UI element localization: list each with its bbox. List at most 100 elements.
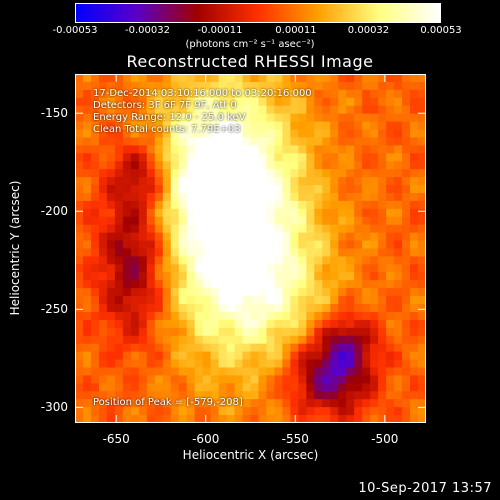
- heatmap-cell: [282, 359, 291, 368]
- heatmap-cell: [378, 304, 387, 313]
- heatmap-cell: [290, 343, 299, 353]
- heatmap-cell: [90, 304, 100, 313]
- heatmap-cell: [266, 97, 275, 107]
- heatmap-cell: [146, 113, 156, 122]
- heatmap-cell: [218, 192, 227, 202]
- heatmap-cell: [354, 391, 363, 400]
- heatmap-cell: [378, 153, 387, 162]
- heatmap-cell: [274, 319, 283, 329]
- heatmap-cell: [162, 208, 172, 218]
- heatmap-cell: [242, 240, 251, 249]
- heatmap-cell: [186, 367, 196, 376]
- heatmap-cell: [234, 113, 243, 122]
- heatmap-cell: [178, 264, 188, 273]
- heatmap-cell: [178, 304, 188, 313]
- heatmap-cell: [306, 232, 315, 241]
- heatmap-cell: [218, 113, 227, 122]
- heatmap-cell: [378, 208, 387, 218]
- heatmap-cell: [314, 97, 323, 107]
- heatmap-cell: [242, 97, 251, 107]
- heatmap-cell: [242, 288, 251, 297]
- heatmap-cell: [394, 248, 403, 257]
- heatmap-cell: [114, 185, 124, 194]
- heatmap-cell: [130, 335, 140, 345]
- heatmap-cell: [114, 137, 124, 146]
- heatmap-cell: [330, 208, 339, 218]
- heatmap-cell: [378, 232, 387, 241]
- heatmap-cell: [218, 153, 227, 162]
- heatmap-cell: [362, 208, 371, 218]
- heatmap-cell: [242, 74, 251, 83]
- y-tick-label: -300: [40, 400, 68, 415]
- heatmap-cell: [226, 224, 235, 234]
- heatmap-cell: [146, 304, 156, 313]
- heatmap-cell: [402, 367, 411, 376]
- heatmap-cell: [258, 304, 267, 313]
- heatmap-cell: [130, 311, 140, 321]
- heatmap-cell: [82, 145, 92, 154]
- heatmap-cell: [82, 153, 92, 162]
- heatmap-cell: [306, 81, 315, 91]
- heatmap-cell: [322, 97, 331, 107]
- heatmap-cell: [202, 304, 212, 313]
- heatmap-cell: [82, 240, 92, 249]
- heatmap-cell: [330, 272, 339, 281]
- heatmap-cell: [362, 89, 371, 99]
- heatmap-cell: [330, 169, 339, 178]
- heatmap-cell: [98, 145, 108, 154]
- heatmap-cell: [378, 216, 387, 226]
- heatmap-cell: [354, 74, 363, 83]
- heatmap-cell: [130, 153, 140, 162]
- heatmap-cell: [394, 105, 403, 115]
- heatmap-cell: [410, 296, 419, 305]
- heatmap-cell: [290, 200, 299, 210]
- heatmap-cell: [210, 391, 219, 400]
- heatmap-cell: [218, 105, 227, 115]
- heatmap-cell: [210, 399, 219, 408]
- heatmap-cell: [354, 288, 363, 297]
- heatmap-cell: [162, 343, 172, 353]
- heatmap-cell: [154, 296, 164, 305]
- heatmap-cell: [386, 137, 395, 146]
- heatmap-cell: [418, 81, 426, 91]
- heatmap-cell: [202, 177, 212, 186]
- heatmap-cell: [98, 319, 108, 329]
- heatmap-cell: [354, 208, 363, 218]
- heatmap-cell: [394, 335, 403, 345]
- heatmap-cell: [330, 311, 339, 321]
- heatmap-cell: [306, 304, 315, 313]
- heatmap-cell: [410, 153, 419, 162]
- heatmap-cell: [290, 351, 299, 360]
- heatmap-cell: [170, 129, 180, 138]
- heatmap-cell: [282, 137, 291, 146]
- heatmap-cell: [106, 240, 116, 249]
- heatmap-cell: [266, 74, 275, 83]
- heatmap-cell: [90, 367, 100, 376]
- heatmap-cell: [282, 74, 291, 83]
- heatmap-cell: [290, 137, 299, 146]
- heatmap-cell: [346, 256, 355, 265]
- heatmap-cell: [266, 383, 275, 392]
- heatmap-cell: [170, 335, 180, 345]
- heatmap-cell: [154, 391, 164, 400]
- heatmap-cell: [106, 248, 116, 257]
- heatmap-cell: [218, 129, 227, 138]
- heatmap-cell: [242, 335, 251, 345]
- heatmap-cell: [418, 129, 426, 138]
- heatmap-cell: [122, 200, 132, 210]
- heatmap-cell: [290, 185, 299, 194]
- heatmap-cell: [202, 161, 212, 170]
- heatmap-cell: [394, 327, 403, 337]
- heatmap-cell: [75, 105, 84, 115]
- heatmap-cell: [234, 240, 243, 249]
- heatmap-cell: [178, 81, 188, 91]
- heatmap-cell: [226, 407, 235, 416]
- heatmap-cell: [154, 153, 164, 162]
- heatmap-cell: [186, 161, 196, 170]
- heatmap-cell: [346, 351, 355, 360]
- heatmap-cell: [322, 121, 331, 130]
- heatmap-cell: [306, 216, 315, 226]
- heatmap-cell: [242, 105, 251, 115]
- heatmap-cell: [386, 296, 395, 305]
- heatmap-cell: [218, 74, 227, 83]
